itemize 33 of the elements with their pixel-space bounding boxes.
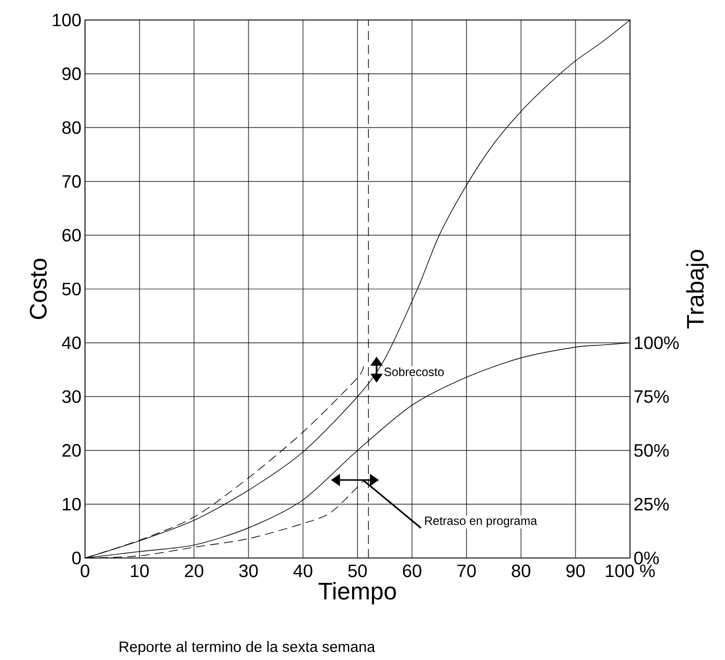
y-tick-label: 90 [62,67,81,80]
x-tick-label: 60 [402,564,422,578]
y-tick-label: 0 [72,552,81,564]
y-tick-label: 40 [62,336,81,350]
y2-tick-label: 100% [634,336,679,350]
y2-tick-label: 50% [634,444,669,457]
x-axis-title: Tiempo [318,582,396,604]
y-tick-label: 80 [62,121,81,134]
x-tick-label: 100 % [606,564,655,578]
y-tick-label: 50 [62,282,81,296]
x-tick-label: 50 [348,564,367,578]
y2-tick-label: 25% [634,498,669,511]
annotation: Sobrecosto [384,367,444,376]
y-tick-label: 70 [62,175,81,188]
text: Reporte al termino de la sexta semana [120,641,376,655]
x-tick-label: 40 [293,564,312,578]
x-tick-label: 10 [130,564,149,578]
x-tick-label: 0 [80,564,90,578]
annotation: Retraso en programa [425,516,538,528]
y-axis-title: Costo [30,258,47,320]
y2-tick-label: 0% [634,552,659,564]
y-tick-label: 30 [62,390,81,403]
x-tick-label: 70 [457,564,476,578]
y2-tick-label: 75% [634,390,669,403]
x-tick-label: 90 [566,564,585,578]
x-tick-label: 30 [239,564,258,578]
y2-axis-title: Trabajo [686,250,709,329]
y-tick-label: 100 [52,14,81,26]
y-tick-label: 10 [62,498,81,511]
x-tick-label: 80 [512,564,530,578]
x-tick-label: 20 [184,564,204,578]
y-tick-label: 20 [62,444,81,457]
y-tick-label: 60 [62,228,81,242]
